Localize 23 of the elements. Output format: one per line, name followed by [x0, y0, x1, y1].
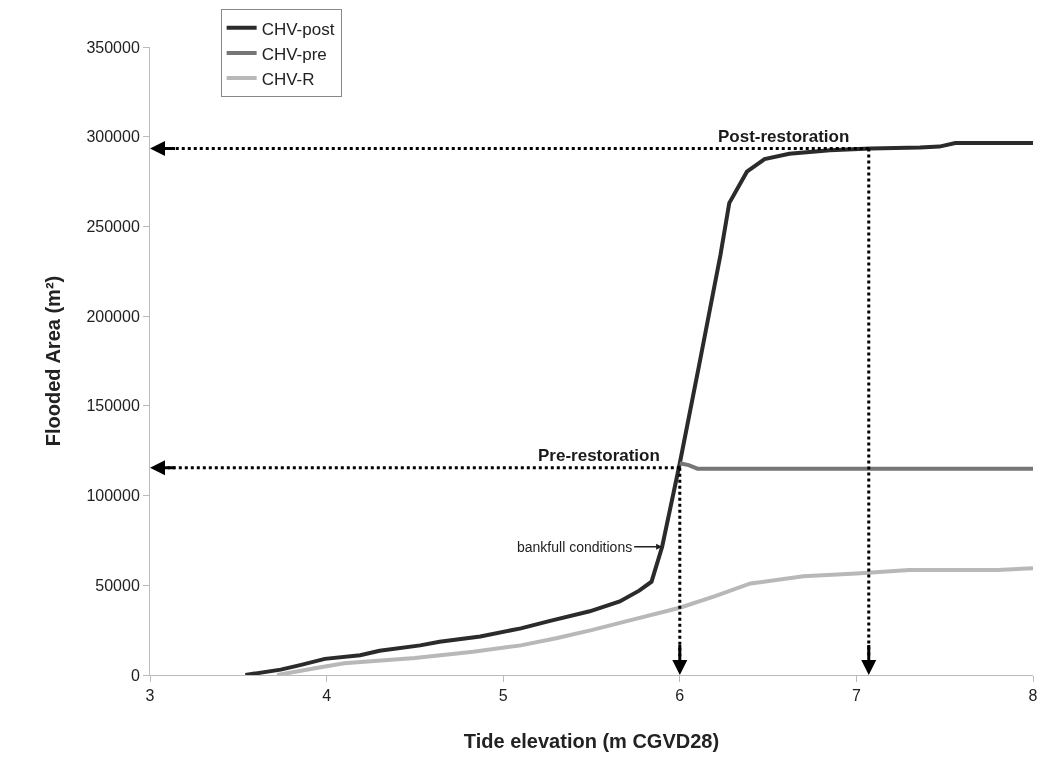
y-tick-label: 300000: [86, 128, 140, 146]
x-tick-label: 4: [322, 687, 332, 705]
y-tick-label: 50000: [95, 576, 140, 594]
y-tick-label: 350000: [86, 38, 140, 56]
x-tick-label: 8: [1028, 687, 1038, 705]
y-tick-label: 100000: [86, 487, 140, 505]
x-tick-label: 7: [851, 687, 861, 705]
y-axis-title: Flooded Area (m²): [41, 275, 64, 447]
y-tick-label: 200000: [86, 307, 140, 325]
ref-line-label: Post-restoration: [718, 127, 850, 146]
ref-line-label: Pre-restoration: [538, 446, 660, 465]
legend-label: CHV-R: [261, 69, 315, 89]
legend-label: CHV-pre: [261, 44, 327, 64]
x-tick-label: 5: [498, 687, 508, 705]
x-tick-label: 6: [675, 687, 685, 705]
x-axis-title: Tide elevation (m CGVD28): [463, 729, 720, 752]
y-tick-label: 0: [130, 666, 140, 684]
x-tick-label: 3: [145, 687, 155, 705]
y-tick-label: 250000: [86, 218, 140, 236]
line-series: [243, 140, 1033, 675]
annotation: bankfull conditions: [517, 539, 633, 555]
y-tick-label: 150000: [86, 397, 140, 415]
legend-label: CHV-post: [261, 19, 335, 39]
